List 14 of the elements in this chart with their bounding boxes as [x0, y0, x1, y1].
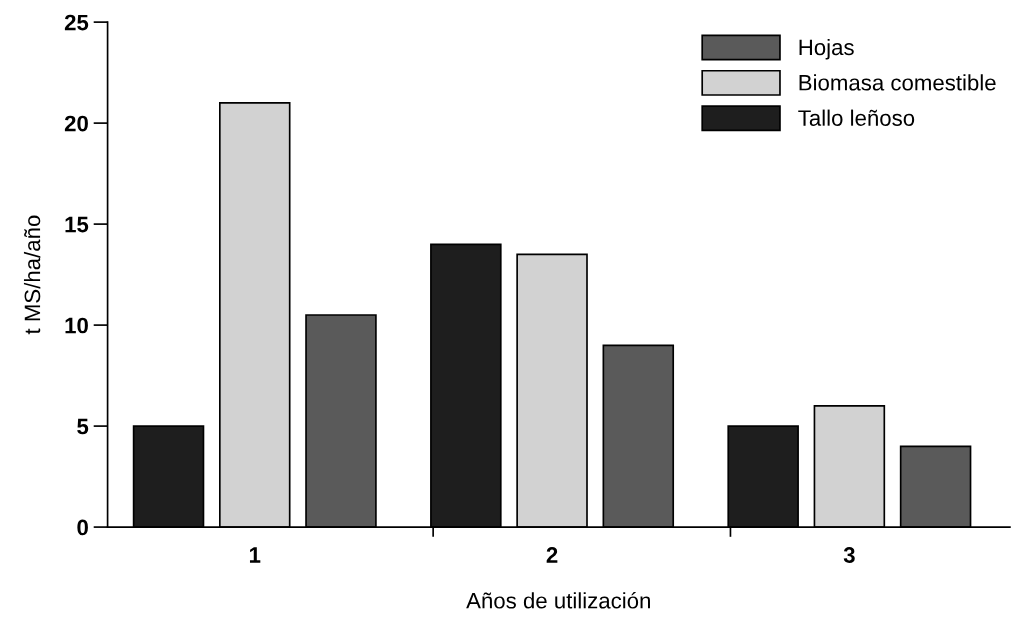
y-tick-label: 25: [64, 14, 89, 31]
x-tick-label: 2: [546, 547, 558, 563]
y-tick-label: 5: [77, 418, 89, 435]
x-tick-label: 1: [249, 547, 261, 563]
legend-label: Biomasa comestible: [799, 74, 996, 91]
y-tick-label: 20: [64, 115, 88, 132]
x-axis-title: Años de utilización: [466, 591, 650, 609]
y-tick-label: 0: [77, 519, 88, 536]
y-tick-label: 10: [65, 317, 88, 334]
x-tick-label: 3: [843, 547, 855, 563]
y-tick-label: 15: [65, 216, 89, 233]
legend-label: Hojas: [799, 38, 854, 60]
y-axis-title: t MS/ha/año: [23, 215, 41, 335]
legend-label: Tallo leñoso: [798, 109, 915, 126]
